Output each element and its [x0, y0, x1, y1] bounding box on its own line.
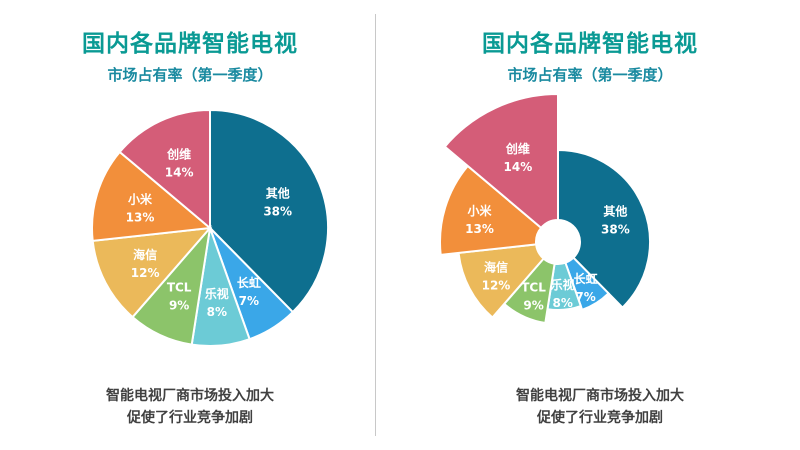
- panel-divider: [375, 14, 376, 436]
- caption-left-line-2: 促使了行业竞争加剧: [127, 410, 253, 426]
- slice-percent-label: 7%: [239, 294, 259, 308]
- pie-slice-小米: [439, 164, 543, 256]
- caption-left-line-1: 智能电视厂商市场投入加大: [106, 388, 274, 404]
- caption-right-line-1: 智能电视厂商市场投入加大: [516, 388, 684, 404]
- right-panel: 国内各品牌智能电视 市场占有率（第一季度） 其他 38% 长虹 7% 乐视 8% TCL 9%…: [400, 0, 800, 450]
- pie-slice-创维: [118, 108, 211, 231]
- pie-slice-创维: [443, 92, 559, 230]
- caption-right: 智能电视厂商市场投入加大 促使了行业竞争加剧: [400, 385, 800, 429]
- slice-percent-label: 8%: [207, 305, 227, 319]
- caption-right-line-2: 促使了行业竞争加剧: [537, 410, 663, 426]
- slice-percent-label: 12%: [482, 278, 511, 292]
- chart-title-right: 国内各品牌智能电视: [482, 31, 698, 57]
- slice-percent-label: 8%: [552, 296, 572, 310]
- pie-slice-海信: [91, 226, 213, 319]
- pie-slice-其他: [209, 108, 329, 314]
- pie-slice-其他: [557, 148, 651, 309]
- left-panel: 国内各品牌智能电视 市场占有率（第一季度） 其他 38% 长虹 7% 乐视 8% TCL 9%…: [0, 31, 390, 429]
- slice-percent-label: 12%: [131, 266, 160, 280]
- slice-name-label: 其他: [266, 185, 290, 200]
- chart-subtitle-right: 市场占有率（第一季度）: [507, 66, 673, 84]
- slice-name-label: 创维: [166, 147, 191, 162]
- slice-name-label: 长虹: [237, 275, 261, 290]
- slice-percent-label: 13%: [126, 211, 155, 225]
- pie-slice-小米: [91, 150, 213, 242]
- slice-name-label: 其他: [603, 203, 627, 218]
- slice-percent-label: 14%: [165, 166, 194, 180]
- slice-percent-label: 38%: [263, 204, 292, 218]
- chart-subtitle-left: 市场占有率（第一季度）: [107, 66, 273, 84]
- slice-name-label: 长虹: [574, 271, 598, 286]
- slice-percent-label: 9%: [523, 299, 543, 313]
- slice-name-label: TCL: [521, 281, 546, 295]
- slice-name-label: TCL: [167, 280, 192, 294]
- slice-name-label: 小米: [128, 192, 153, 207]
- slice-name-label: 创维: [505, 141, 530, 156]
- pie-chart-right: 其他 38% 长虹 7%乐视 8% TCL 9% 海信 12% 小米 13% 创维 14%: [439, 92, 651, 325]
- slice-name-label: 海信: [484, 259, 508, 274]
- slice-name-label: 海信: [133, 247, 157, 262]
- slice-percent-label: 14%: [504, 160, 533, 174]
- slice-percent-label: 7%: [575, 290, 595, 304]
- slice-percent-label: 38%: [601, 222, 630, 236]
- pie-chart-left: 其他 38% 长虹 7% 乐视 8% TCL 9% 海信 12% 小米 13% 创维 14%: [91, 108, 329, 347]
- slice-name-label: 乐视: [551, 277, 575, 292]
- slice-name-label: 小米: [468, 203, 493, 218]
- slice-percent-label: 9%: [169, 298, 189, 312]
- slice-percent-label: 13%: [465, 222, 494, 236]
- caption-left: 智能电视厂商市场投入加大 促使了行业竞争加剧: [0, 385, 390, 429]
- chart-title-left: 国内各品牌智能电视: [82, 31, 298, 57]
- slice-name-label: 乐视: [205, 286, 229, 301]
